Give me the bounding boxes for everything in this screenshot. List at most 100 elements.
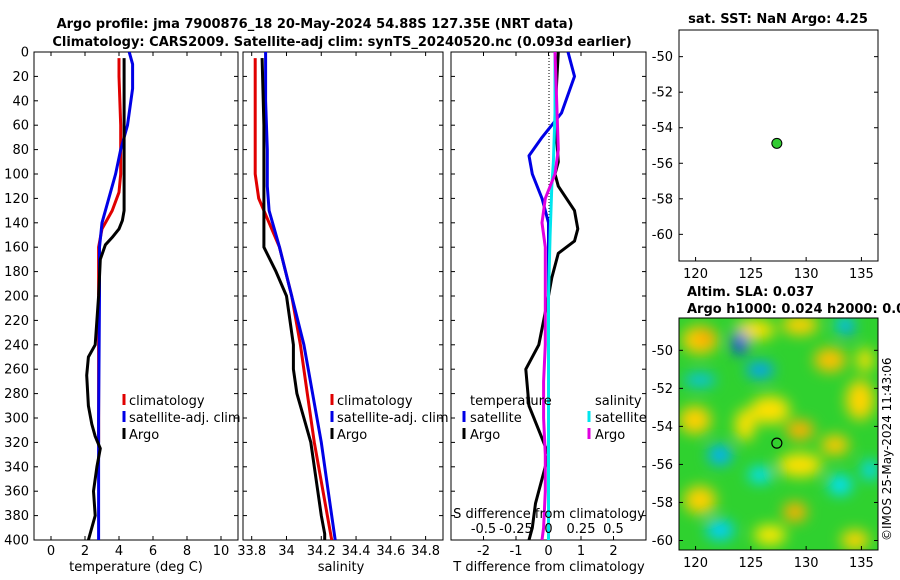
difference-legend-t: temperature satellite Argo — [462, 394, 552, 443]
map-y-tick-label: -54 — [652, 121, 673, 136]
depth-tick-label: 220 — [4, 314, 29, 329]
temperature-legend: climatology satellite-adj. clim Argo — [122, 394, 241, 443]
salinity-lines — [253, 52, 337, 540]
map-x-tick-label: 130 — [794, 267, 819, 282]
sla-blob — [746, 362, 774, 378]
series-line-s-argo — [540, 52, 560, 540]
depth-tick-label: 140 — [4, 216, 29, 231]
legend-label-s-argo: Argo — [595, 428, 625, 443]
legend-label-argo: Argo — [337, 428, 367, 443]
series-line-s-satellite — [547, 52, 557, 540]
salinity-plot-frame — [242, 51, 444, 541]
salinity-x-label: salinity — [318, 560, 365, 575]
chart-title-line1: Argo profile: jma 7900876_18 20-May-2024… — [57, 17, 574, 32]
difference-legend-s: salinity satellite Argo — [587, 394, 647, 443]
depth-tick-label: 280 — [4, 387, 29, 402]
x-tick-label: 6 — [149, 544, 157, 559]
x-tick-label: 34.6 — [376, 544, 405, 559]
sla-blob — [684, 486, 716, 514]
legend-label-temperature: temperature — [470, 394, 552, 409]
depth-tick-label: 60 — [12, 119, 29, 134]
depth-tick-label: 160 — [4, 241, 29, 256]
sla-blob — [783, 502, 807, 522]
sla-title-1: Altim. SLA: 0.037 — [687, 285, 814, 300]
depth-tick-label: 360 — [4, 485, 29, 500]
sla-blob — [814, 348, 846, 372]
map-x-tick-label: 130 — [794, 556, 819, 571]
series-line-argo — [260, 58, 327, 540]
legend-label-satellite: satellite-adj. clim — [129, 411, 241, 426]
chart-title-line2: Climatology: CARS2009. Satellite-adj cli… — [52, 35, 631, 50]
depth-tick-label: 200 — [4, 290, 29, 305]
legend-label-argo: Argo — [129, 428, 159, 443]
temperature-lines — [85, 52, 135, 540]
depth-tick-label: 180 — [4, 265, 29, 280]
s-diff-tick-label: 0 — [544, 522, 552, 537]
x-tick-label: 2 — [81, 544, 89, 559]
difference-x-axis: -2 -1 0 1 2 — [477, 52, 618, 559]
sla-blob — [706, 520, 734, 540]
x-tick-label: 4 — [115, 544, 123, 559]
sla-blob — [846, 380, 874, 420]
map-y-tick-label: -58 — [652, 192, 673, 207]
map-y-tick-label: -60 — [652, 228, 673, 243]
legend-label-climatology: climatology — [337, 394, 413, 409]
salinity-legend: climatology satellite-adj. clim Argo — [330, 394, 449, 443]
sla-axes: 120 125 130 135 -50 -52 -54 -56 -58 -60 — [652, 344, 878, 571]
depth-tick-label: 100 — [4, 168, 29, 183]
map-x-tick-label: 125 — [738, 267, 763, 282]
map-y-tick-label: -56 — [652, 157, 673, 172]
legend-label-salinity: salinity — [595, 394, 642, 409]
depth-tick-label: 0 — [21, 46, 29, 61]
x-tick-label: 2 — [609, 544, 617, 559]
sla-blob — [750, 396, 790, 424]
depth-tick-label: 260 — [4, 363, 29, 378]
depth-tick-label: 380 — [4, 509, 29, 524]
map-y-tick-label: -54 — [652, 420, 673, 435]
map-y-tick-label: -52 — [652, 86, 673, 101]
map-y-tick-label: -58 — [652, 496, 673, 511]
sst-title: sat. SST: NaN Argo: 4.25 — [688, 12, 868, 27]
x-tick-label: 34.8 — [411, 544, 440, 559]
sla-blob — [708, 445, 732, 465]
sla-blob — [684, 374, 716, 386]
map-y-tick-label: -60 — [652, 534, 673, 549]
sla-blob — [857, 348, 873, 372]
map-x-tick-label: 135 — [849, 556, 874, 571]
series-line-satellite-adj-clim — [264, 52, 337, 540]
argo-location-marker-sla — [771, 437, 783, 449]
depth-tick-label: 40 — [12, 94, 29, 109]
series-line-satellite-adj-clim — [97, 52, 135, 540]
sla-blob — [697, 331, 713, 345]
depth-tick-label: 400 — [4, 534, 29, 549]
x-tick-label: 34 — [278, 544, 295, 559]
legend-label-t-satellite: satellite — [470, 411, 522, 426]
series-line-argo — [85, 58, 126, 540]
x-tick-label: 0 — [47, 544, 55, 559]
sla-blob — [748, 467, 772, 483]
map-y-tick-label: -50 — [652, 50, 673, 65]
x-tick-label: 34.4 — [342, 544, 371, 559]
map-x-tick-label: 120 — [683, 556, 708, 571]
sla-blob — [778, 453, 822, 477]
sla-title-2: Argo h1000: 0.024 h2000: 0.025 — [687, 302, 900, 317]
argo-location-marker — [771, 137, 783, 149]
depth-axis: 0 20 40 60 80 100 120 140 160 180 200 220 240 260 280 3… — [4, 46, 646, 549]
x-tick-label: 8 — [183, 544, 191, 559]
x-tick-label: 0 — [544, 544, 552, 559]
salinity-x-axis: 33.8 34 34.2 34.4 34.6 34.8 — [237, 52, 440, 559]
depth-tick-label: 300 — [4, 412, 29, 427]
sla-blob — [844, 324, 852, 336]
map-x-tick-label: 120 — [683, 267, 708, 282]
s-diff-tick-label: -0.25 — [499, 522, 533, 537]
sla-blob — [828, 475, 852, 495]
x-tick-label: 34.2 — [307, 544, 336, 559]
depth-tick-label: 320 — [4, 436, 29, 451]
legend-label-climatology: climatology — [129, 394, 205, 409]
s-diff-tick-label: 0.25 — [567, 522, 596, 537]
sla-blob — [733, 331, 747, 355]
sla-blob — [786, 420, 814, 440]
legend-label-s-satellite: satellite — [595, 411, 647, 426]
difference-top-label: S difference from climatology — [453, 507, 645, 522]
